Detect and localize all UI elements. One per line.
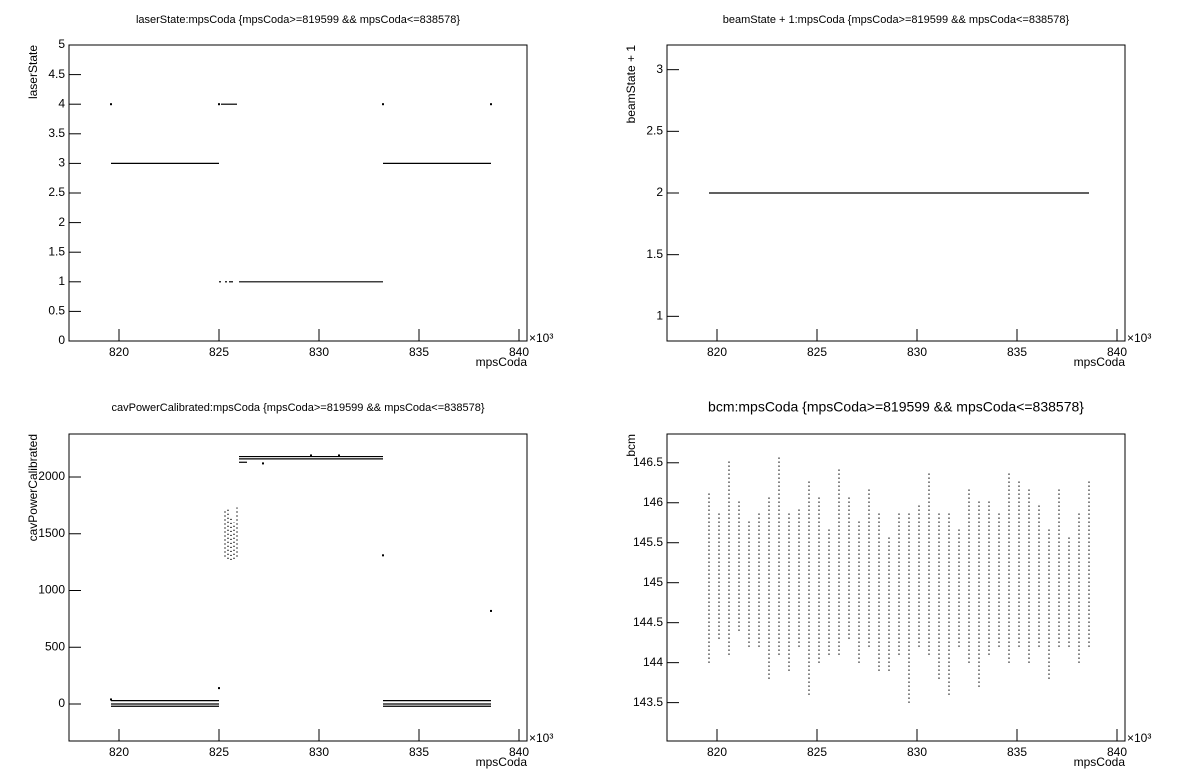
x-tick-label: 835 [409, 345, 429, 359]
x-axis-label: mpsCoda [476, 355, 528, 369]
chart-title: beamState + 1:mpsCoda {mpsCoda>=819599 &… [723, 14, 1070, 26]
y-tick-label: 2.5 [646, 124, 663, 138]
data-point [382, 554, 384, 557]
y-tick-label: 5 [58, 37, 65, 51]
x-tick-label: 820 [707, 345, 727, 359]
chart-title: laserState:mpsCoda {mpsCoda>=819599 && m… [136, 14, 460, 26]
y-tick-label: 4.5 [48, 67, 65, 81]
chart-title: cavPowerCalibrated:mpsCoda {mpsCoda>=819… [111, 402, 484, 414]
x-tick-label: 835 [1007, 745, 1027, 759]
y-tick-label: 3 [58, 156, 65, 170]
data-point [338, 454, 340, 457]
x-tick-label: 835 [1007, 345, 1027, 359]
y-tick-label: 2 [656, 185, 663, 199]
data-point [490, 609, 492, 612]
data-point [110, 103, 112, 106]
data-point [490, 103, 492, 106]
x-scale-label: ×10³ [529, 731, 553, 745]
data-point [382, 103, 384, 106]
x-tick-label: 825 [807, 745, 827, 759]
y-tick-label: 1 [656, 309, 663, 323]
y-tick-label: 144 [643, 655, 663, 669]
y-tick-label: 0.5 [48, 304, 65, 318]
y-tick-label: 4 [58, 96, 65, 110]
x-tick-label: 840 [509, 745, 529, 759]
y-tick-label: 3 [656, 62, 663, 76]
y-tick-label: 143.5 [633, 695, 663, 709]
x-tick-label: 830 [907, 745, 927, 759]
data-point [218, 687, 220, 690]
y-tick-label: 1 [58, 274, 65, 288]
x-tick-label: 825 [209, 345, 229, 359]
x-axis-label: mpsCoda [1074, 355, 1126, 369]
y-axis-label: bcm [624, 434, 638, 457]
x-tick-label: 825 [807, 345, 827, 359]
x-tick-label: 820 [109, 345, 129, 359]
y-tick-label: 1.5 [48, 244, 65, 258]
x-tick-label: 840 [1107, 745, 1127, 759]
y-tick-label: 0 [58, 696, 65, 710]
y-tick-label: 0 [58, 333, 65, 347]
y-tick-label: 144.5 [633, 615, 663, 629]
x-scale-label: ×10³ [1127, 331, 1151, 345]
x-tick-label: 825 [209, 745, 229, 759]
x-tick-label: 830 [309, 745, 329, 759]
y-tick-label: 145 [643, 575, 663, 589]
x-tick-label: 835 [409, 745, 429, 759]
y-tick-label: 146 [643, 495, 663, 509]
data-point [262, 462, 264, 465]
y-tick-label: 2000 [38, 469, 65, 483]
data-point [110, 698, 112, 701]
y-axis-label: cavPowerCalibrated [26, 434, 40, 541]
x-axis-label: mpsCoda [1074, 755, 1126, 769]
y-tick-label: 145.5 [633, 535, 663, 549]
y-axis-label: beamState + 1 [624, 45, 638, 124]
x-tick-label: 840 [1107, 345, 1127, 359]
data-point [310, 454, 312, 457]
y-tick-label: 1000 [38, 583, 65, 597]
y-tick-label: 146.5 [633, 455, 663, 469]
y-tick-label: 1500 [38, 526, 65, 540]
chart-title: bcm:mpsCoda {mpsCoda>=819599 && mpsCoda<… [708, 399, 1084, 415]
y-axis-label: laserState [26, 45, 40, 99]
frame [68, 433, 528, 742]
x-tick-label: 830 [309, 345, 329, 359]
x-tick-label: 820 [109, 745, 129, 759]
y-tick-label: 2.5 [48, 185, 65, 199]
x-tick-label: 820 [707, 745, 727, 759]
x-scale-label: ×10³ [529, 331, 553, 345]
x-axis-label: mpsCoda [476, 755, 528, 769]
x-tick-label: 840 [509, 345, 529, 359]
x-tick-label: 830 [907, 345, 927, 359]
data-point [218, 103, 220, 106]
y-tick-label: 3.5 [48, 126, 65, 140]
x-scale-label: ×10³ [1127, 731, 1151, 745]
y-tick-label: 500 [45, 639, 65, 653]
y-tick-label: 2 [58, 215, 65, 229]
frame [666, 433, 1126, 742]
y-tick-label: 1.5 [646, 247, 663, 261]
